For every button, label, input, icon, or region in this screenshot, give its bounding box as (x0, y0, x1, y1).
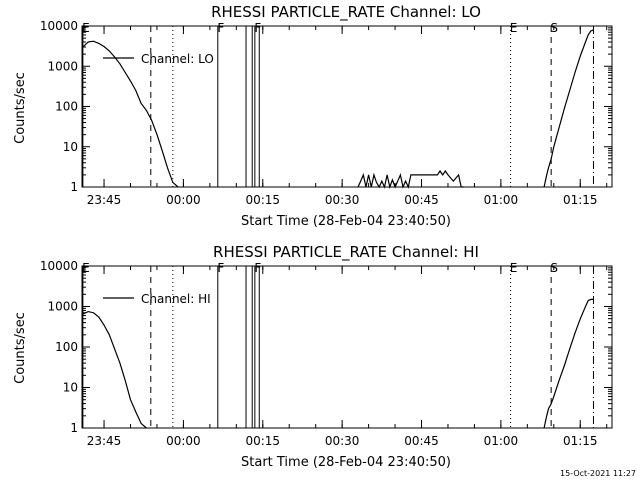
panel-hi-series-line (543, 298, 594, 429)
panel-hi-ytick-label: 100 (55, 340, 78, 354)
panel-lo-event-marker-label: F (217, 21, 224, 35)
panel-lo-xlabel: Start Time (28-Feb-04 23:40:50) (241, 214, 451, 229)
panel-hi-ylabel: Counts/sec (13, 312, 28, 384)
plot-layer: 1 10 100 1000 10000 23:45 00:00 00:15 00:30 00:45… (40, 19, 613, 448)
panel-hi-ytick-label: 1 (70, 421, 78, 435)
panel-lo-event-marker-label: S (550, 21, 558, 35)
panel-lo-xtick-label: 00:00 (166, 193, 201, 207)
panel-hi-ytick-label: 10 (63, 381, 78, 395)
panel-hi-event-marker-label: E (510, 261, 518, 275)
panel-lo-xtick-label: 00:30 (325, 193, 360, 207)
panel-hi-xtick-label: 00:00 (166, 434, 201, 448)
panel-lo-xtick-label: 23:45 (87, 193, 122, 207)
panel-hi-xtick-label: 23:45 (87, 434, 122, 448)
panel-hi-xlabel: Start Time (28-Feb-04 23:40:50) (241, 455, 451, 470)
panel-lo-event-marker-label: E (82, 21, 90, 35)
panel-hi-xtick-label: 00:15 (245, 434, 280, 448)
panel-lo-ytick-label: 10 (63, 140, 78, 154)
panel-hi-event-marker-label: F (254, 261, 261, 275)
panel-lo-xtick-label: 01:15 (563, 193, 598, 207)
panel-lo-series-line (543, 29, 594, 188)
panel-lo-ytick-label: 10000 (40, 19, 78, 33)
panel-hi-event-marker-label: S (550, 261, 558, 275)
panel-lo-ytick-label: 100 (55, 100, 78, 114)
panel-hi-series-line (82, 310, 147, 429)
panel-lo-ylabel: Counts/sec (13, 72, 28, 144)
panel-lo-xtick-label: 00:15 (245, 193, 280, 207)
panel-hi-event-marker-label: E (82, 261, 90, 275)
panel-hi-xtick-label: 00:30 (325, 434, 360, 448)
footer-timestamp: 15-Oct-2021 11:27 (560, 469, 636, 478)
panel-hi-legend-label: Channel: HI (141, 292, 211, 306)
panel-hi-xtick-label: 01:00 (484, 434, 519, 448)
panel-lo-event-marker-label: E (510, 21, 518, 35)
panel-lo-event-marker-label: F (254, 21, 261, 35)
panel-hi-event-marker-label: F (217, 261, 224, 275)
panel-lo-xtick-label: 01:00 (484, 193, 519, 207)
panel-hi-ytick-label: 10000 (40, 259, 78, 273)
panel-hi-ytick-label: 1000 (47, 300, 78, 314)
panel-lo-ytick-label: 1 (70, 180, 78, 194)
panel-lo-series-line (82, 40, 179, 188)
panel-lo-ytick-label: 1000 (47, 59, 78, 73)
panel-hi-xtick-label: 00:45 (404, 434, 439, 448)
panel-lo-title: RHESSI PARTICLE_RATE Channel: LO (211, 3, 481, 22)
panel-hi-xtick-label: 01:15 (563, 434, 598, 448)
panel-lo-series-line (357, 169, 464, 190)
panel-lo-legend-label: Channel: LO (141, 52, 214, 66)
panel-lo-xtick-label: 00:45 (404, 193, 439, 207)
panel-hi-title: RHESSI PARTICLE_RATE Channel: HI (213, 243, 479, 262)
